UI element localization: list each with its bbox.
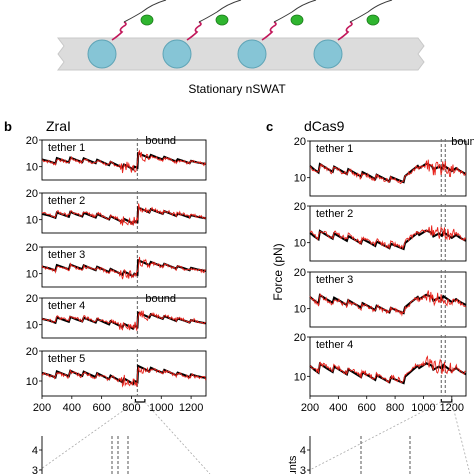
- x-tick-label: 1200: [179, 402, 203, 414]
- x-tick-label: 1200: [440, 402, 464, 414]
- force-data-trace: [309, 290, 466, 317]
- bound-label: bound: [451, 136, 474, 148]
- tether-label: tether 2: [316, 208, 353, 220]
- panel-c-title: dCas9: [304, 118, 345, 134]
- protein: [140, 14, 154, 26]
- protein: [215, 14, 229, 26]
- dna-segment: [111, 21, 127, 41]
- tether-label: tether 5: [48, 353, 85, 365]
- panel-c-charts: 10 20 tether 1 bound 10 20 tether 2 10 20 tether …: [294, 136, 474, 474]
- force-model-line: [41, 206, 207, 226]
- tether-label: tether 4: [316, 339, 353, 351]
- force-model-line: [41, 311, 207, 331]
- y-tick-label: 10: [26, 215, 38, 227]
- panel-b-title: ZraI: [46, 118, 71, 134]
- force-data-trace: [41, 256, 206, 280]
- lower-y-tick-label: 3: [300, 465, 306, 474]
- y-axis-label: Force (pN): [271, 243, 285, 300]
- bound-label: bound: [145, 135, 176, 147]
- lower-y-tick-label: 4: [300, 445, 306, 457]
- plot-frame: [41, 192, 207, 234]
- plot-frame: [309, 140, 467, 197]
- panel-b-charts: 10 20 tether 1 bound 10 20 tether 2 10 20 tether …: [26, 135, 211, 474]
- protein: [366, 14, 380, 26]
- x-tick-label: 1000: [411, 402, 435, 414]
- tether-label: tether 4: [48, 300, 85, 312]
- tether-strand: [198, 0, 242, 23]
- bead: [87, 39, 117, 69]
- dna-segment: [261, 21, 277, 41]
- y-tick-label: 20: [26, 242, 38, 254]
- x-tick-label: 800: [122, 402, 140, 414]
- y-tick-label: 10: [26, 162, 38, 174]
- x-tick-label: 1000: [149, 402, 173, 414]
- x-tick-label: 400: [329, 402, 347, 414]
- lower-y-tick-label: 3: [32, 465, 38, 474]
- tether-label: tether 3: [48, 249, 85, 261]
- y-tick-label: 10: [294, 173, 306, 185]
- panel-b-letter: b: [4, 119, 12, 134]
- plot-frame: [41, 297, 207, 339]
- y-tick-label: 20: [294, 136, 306, 148]
- bead: [313, 39, 343, 69]
- y-tick-label: 10: [26, 269, 38, 281]
- y-tick-label: 20: [26, 293, 38, 305]
- force-data-trace: [309, 159, 467, 185]
- zoom-bracket: [440, 399, 453, 403]
- y-tick-label: 10: [26, 320, 38, 332]
- zoom-guide: [33, 401, 136, 474]
- y-tick-label: 20: [294, 332, 306, 344]
- y-tick-label: 10: [294, 238, 306, 250]
- x-tick-label: 800: [386, 402, 404, 414]
- force-data-trace: [41, 149, 207, 174]
- y-tick-label: 20: [26, 188, 38, 200]
- y-tick-label: 20: [26, 346, 38, 358]
- x-tick-label: 200: [301, 402, 319, 414]
- force-data-trace: [41, 310, 206, 331]
- schematic-label: Stationary nSWAT: [188, 82, 286, 96]
- zoom-bracket: [134, 399, 146, 403]
- force-data-trace: [309, 355, 466, 384]
- force-data-trace: [41, 366, 207, 388]
- y-tick-label: 20: [26, 135, 38, 147]
- y-tick-label: 10: [26, 376, 38, 388]
- protein: [290, 14, 304, 26]
- x-tick-label: 400: [63, 402, 81, 414]
- y-tick-label: 20: [294, 267, 306, 279]
- lower-y-tick-label: 4: [32, 445, 38, 457]
- bound-label: bound: [145, 293, 176, 305]
- tether-label: tether 2: [48, 195, 85, 207]
- x-tick-label: 600: [92, 402, 110, 414]
- y-tick-label: 10: [294, 371, 306, 383]
- tether-strand: [349, 0, 393, 23]
- schematic: [57, 0, 425, 71]
- bead: [162, 39, 192, 69]
- tether-label: tether 3: [316, 274, 353, 286]
- zoom-guide: [144, 401, 211, 474]
- dna-segment: [186, 21, 202, 41]
- lower-y-label: unts: [287, 455, 299, 474]
- force-data-trace: [309, 225, 467, 250]
- tether-strand: [273, 0, 317, 23]
- x-tick-label: 200: [33, 402, 51, 414]
- panel-c-letter: c: [266, 119, 273, 134]
- y-tick-label: 10: [294, 304, 306, 316]
- dna-segment: [337, 21, 353, 41]
- tether-strand: [123, 0, 167, 23]
- bead: [237, 39, 267, 69]
- force-data-trace: [41, 203, 207, 226]
- plot-frame: [309, 271, 467, 328]
- tether-label: tether 1: [48, 142, 85, 154]
- zoom-guide: [451, 401, 471, 474]
- y-tick-label: 20: [294, 201, 306, 213]
- tether-label: tether 1: [316, 143, 353, 155]
- x-tick-label: 600: [358, 402, 376, 414]
